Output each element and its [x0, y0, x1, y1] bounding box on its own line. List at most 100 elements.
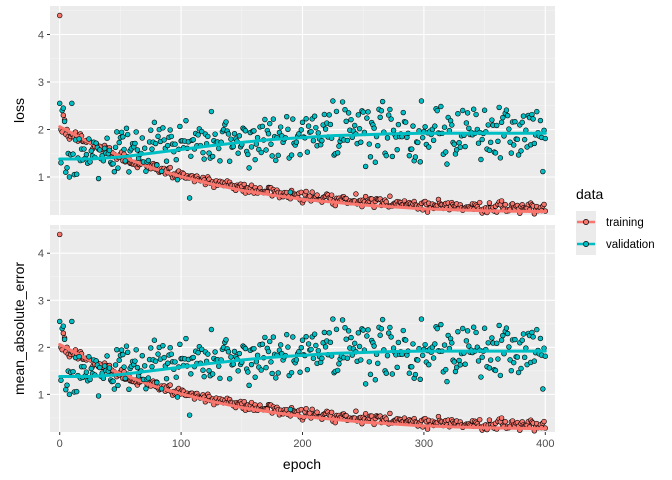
validation-point	[385, 112, 392, 118]
y-tick-label: 2	[38, 342, 44, 354]
y-tick-label: 3	[38, 77, 44, 89]
validation-point	[298, 127, 304, 133]
validation-point	[330, 316, 336, 322]
validation-point	[339, 99, 346, 105]
validation-point	[387, 324, 393, 331]
validation-point	[364, 115, 370, 121]
training-point	[303, 188, 309, 195]
validation-point	[481, 107, 488, 113]
validation-point	[377, 114, 383, 121]
training-point	[314, 409, 320, 415]
validation-point	[457, 362, 464, 368]
validation-point	[143, 168, 149, 174]
validation-point	[88, 148, 94, 154]
validation-point	[308, 128, 314, 135]
validation-point	[540, 168, 546, 175]
validation-point	[277, 342, 284, 348]
validation-point	[434, 107, 440, 114]
validation-point	[190, 137, 196, 143]
validation-point	[475, 140, 482, 146]
validation-point	[226, 158, 233, 164]
validation-point	[217, 158, 223, 164]
validation-point	[168, 351, 175, 357]
validation-point	[287, 406, 294, 413]
validation-point	[236, 133, 243, 139]
validation-point	[123, 125, 130, 132]
validation-point	[74, 388, 80, 395]
validation-point	[521, 354, 528, 361]
training-smooth-line	[58, 125, 547, 214]
legend-point-training	[583, 219, 589, 225]
validation-point	[498, 119, 505, 125]
validation-point	[245, 369, 251, 375]
validation-point	[521, 136, 528, 143]
training-point	[498, 415, 505, 421]
validation-smooth-line	[58, 349, 547, 378]
validation-point	[330, 98, 336, 104]
validation-point	[245, 151, 251, 158]
validation-point	[456, 140, 462, 146]
validation-point	[415, 357, 421, 363]
validation-point	[379, 316, 386, 323]
validation-point	[186, 195, 193, 201]
legend: data training validation	[576, 186, 655, 255]
validation-point	[356, 125, 363, 132]
validation-point	[305, 123, 312, 129]
validation-point	[463, 338, 470, 344]
validation-point	[451, 359, 457, 365]
validation-point	[165, 142, 171, 149]
validation-point	[126, 386, 132, 392]
validation-point	[514, 136, 521, 143]
validation-point	[248, 144, 255, 150]
x-tick-label: 200	[293, 438, 311, 450]
validation-point	[383, 152, 389, 159]
validation-point	[223, 119, 229, 125]
validation-point	[470, 324, 477, 330]
validation-point	[362, 163, 369, 170]
training-point	[362, 193, 369, 200]
training-point	[541, 418, 547, 425]
validation-point	[134, 147, 141, 153]
validation-point	[463, 120, 470, 126]
validation-point	[315, 130, 321, 136]
validation-point	[438, 103, 444, 110]
validation-point	[206, 150, 212, 156]
validation-point	[115, 165, 121, 171]
validation-point	[121, 146, 127, 153]
validation-point	[345, 110, 352, 116]
validation-point	[494, 122, 500, 129]
validation-point	[293, 139, 300, 145]
validation-point	[409, 146, 415, 152]
validation-point	[419, 134, 426, 141]
validation-point	[360, 109, 366, 115]
validation-point	[195, 349, 201, 356]
validation-point	[303, 333, 309, 340]
validation-point	[86, 354, 92, 360]
validation-point	[355, 330, 362, 336]
validation-point	[418, 316, 425, 322]
validation-point	[494, 340, 500, 346]
validation-point	[152, 140, 159, 147]
validation-point	[58, 160, 64, 166]
training-point	[328, 409, 335, 416]
validation-point	[534, 108, 540, 115]
training-point	[502, 201, 508, 208]
training-point	[167, 164, 173, 171]
validation-point	[133, 129, 139, 135]
training-point	[477, 416, 483, 423]
validation-point	[199, 128, 205, 135]
validation-point	[460, 107, 466, 114]
validation-point	[273, 157, 279, 164]
validation-point	[388, 334, 394, 340]
validation-point	[444, 378, 450, 385]
validation-point	[206, 367, 212, 374]
validation-point	[462, 361, 468, 367]
validation-point	[167, 127, 173, 133]
validation-point	[365, 109, 371, 115]
validation-point	[378, 108, 385, 114]
legend-title: data	[576, 186, 603, 202]
validation-point	[251, 128, 257, 134]
validation-point	[284, 331, 290, 338]
validation-point	[310, 137, 317, 144]
